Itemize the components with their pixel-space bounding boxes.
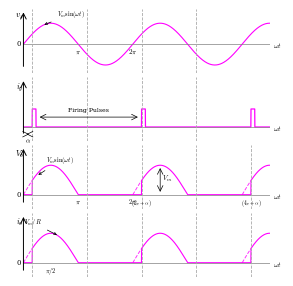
- Text: Firing Pulses: Firing Pulses: [68, 108, 109, 114]
- Text: $i_o$: $i_o$: [16, 217, 23, 229]
- Text: $V_m\mathrm{sin}(\omega t)$: $V_m\mathrm{sin}(\omega t)$: [39, 155, 74, 174]
- Text: $\pi/2$: $\pi/2$: [45, 266, 57, 277]
- Text: 0: 0: [16, 40, 21, 48]
- Text: $\omega t$: $\omega t$: [273, 124, 282, 133]
- Text: $\pi$: $\pi$: [75, 198, 81, 206]
- Text: $2\pi$: $2\pi$: [128, 198, 137, 206]
- Text: $(4\pi+\alpha)$: $(4\pi+\alpha)$: [241, 198, 261, 208]
- Text: $\omega t$: $\omega t$: [273, 41, 282, 50]
- Text: 0: 0: [16, 191, 21, 199]
- Text: $V_o$: $V_o$: [15, 149, 24, 160]
- Text: $\omega t$: $\omega t$: [273, 260, 282, 269]
- Text: $(2\pi+\alpha)$: $(2\pi+\alpha)$: [131, 198, 152, 208]
- Text: $V_m$: $V_m$: [161, 173, 172, 184]
- Text: $V_m\mathrm{sin}(\omega t)$: $V_m\mathrm{sin}(\omega t)$: [45, 9, 84, 25]
- Text: $2\pi$: $2\pi$: [128, 48, 137, 56]
- Text: 0: 0: [16, 259, 21, 267]
- Text: $v_s$: $v_s$: [15, 12, 24, 21]
- Text: $i_g$: $i_g$: [16, 82, 23, 94]
- Text: $V_m/R$: $V_m/R$: [24, 217, 56, 235]
- Text: $\alpha$: $\alpha$: [25, 137, 31, 145]
- Text: $\omega t$: $\omega t$: [273, 192, 282, 201]
- Text: $\pi$: $\pi$: [75, 48, 81, 56]
